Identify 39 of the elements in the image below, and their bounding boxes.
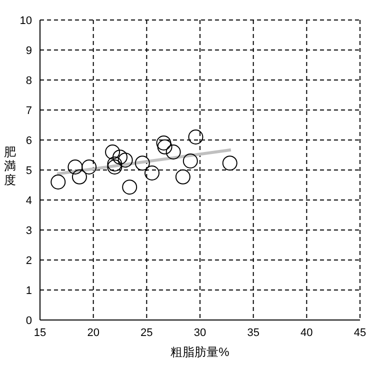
point [68,160,83,174]
y-tick-label: 8 [26,74,32,87]
x-axis-title: 粗脂肪量% [170,345,230,359]
point [82,160,97,174]
y-tick-label: 0 [26,314,32,327]
x-tick-label: 35 [247,326,260,339]
y-axis-title: 肥満度 [4,145,16,187]
y-tick-label: 3 [26,224,32,237]
y-tick-label: 10 [20,14,32,27]
point [188,130,204,144]
y-tick-label: 1 [26,284,32,297]
point [112,150,128,165]
x-tick-label: 40 [300,326,313,339]
point [72,169,87,184]
x-tick-label: 20 [87,326,100,339]
point [107,160,122,174]
x-tick-label: 30 [194,326,206,339]
point [156,136,172,150]
point [122,180,138,195]
point [134,156,150,171]
point [118,152,133,168]
point [107,156,122,172]
y-tick-label: 6 [26,134,32,147]
point [144,166,160,180]
point [182,154,198,168]
y-tick-label: 2 [26,254,32,267]
y-tick-label: 9 [26,44,32,57]
point [175,169,190,184]
point [166,144,181,160]
x-tick-label: 25 [140,326,153,339]
x-tick-label: 45 [354,326,366,339]
x-tick-label: 15 [34,326,46,339]
y-tick-label: 7 [26,104,32,117]
point [157,139,172,154]
point [105,144,120,160]
point [222,156,238,171]
y-tick-label: 4 [26,194,32,207]
point [50,174,66,190]
y-tick-label: 5 [26,164,32,177]
